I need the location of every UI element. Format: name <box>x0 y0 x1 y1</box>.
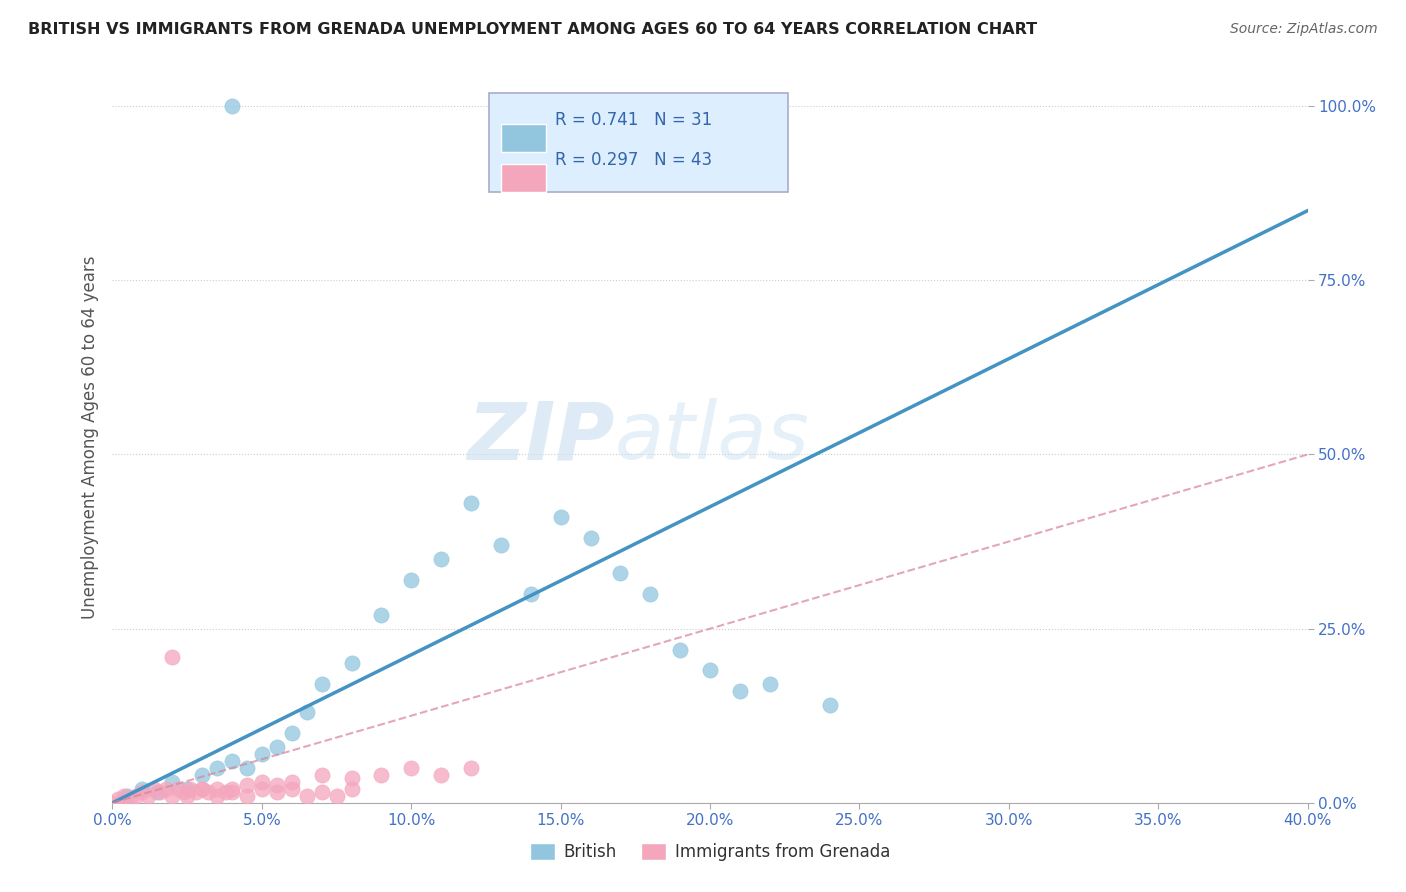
Legend: British, Immigrants from Grenada: British, Immigrants from Grenada <box>523 836 897 868</box>
Point <box>236 761 259 775</box>
Point <box>114 789 135 803</box>
Point <box>460 496 482 510</box>
Point <box>205 761 228 775</box>
Point <box>401 573 423 587</box>
Point <box>155 781 177 796</box>
Point <box>191 781 214 796</box>
Point <box>167 781 190 796</box>
Text: Source: ZipAtlas.com: Source: ZipAtlas.com <box>1230 22 1378 37</box>
Point <box>281 781 304 796</box>
Point <box>191 768 214 782</box>
Point <box>311 785 333 799</box>
Point <box>311 768 333 782</box>
Point <box>236 778 259 792</box>
Text: R = 0.297   N = 43: R = 0.297 N = 43 <box>554 151 711 169</box>
Point <box>191 781 214 796</box>
Point <box>221 785 243 799</box>
Point <box>640 587 662 601</box>
Point <box>370 768 392 782</box>
Point <box>146 785 169 799</box>
Point <box>311 677 333 691</box>
Point <box>579 531 602 545</box>
Text: R = 0.741   N = 31: R = 0.741 N = 31 <box>554 111 711 128</box>
Point <box>818 698 841 713</box>
Point <box>550 510 572 524</box>
Text: atlas: atlas <box>614 398 810 476</box>
Point <box>520 587 543 601</box>
Point <box>699 664 721 678</box>
Point <box>281 775 304 789</box>
Point <box>120 792 142 806</box>
Point <box>101 796 124 810</box>
Point <box>221 99 243 113</box>
FancyBboxPatch shape <box>501 164 547 192</box>
Point <box>401 761 423 775</box>
Point <box>489 538 512 552</box>
Point <box>205 781 228 796</box>
Point <box>340 781 363 796</box>
Point <box>759 677 782 691</box>
Point <box>131 781 153 796</box>
Text: BRITISH VS IMMIGRANTS FROM GRENADA UNEMPLOYMENT AMONG AGES 60 TO 64 YEARS CORREL: BRITISH VS IMMIGRANTS FROM GRENADA UNEMP… <box>28 22 1038 37</box>
Point <box>205 789 228 803</box>
Point <box>173 785 195 799</box>
Point <box>221 754 243 768</box>
Point <box>728 684 751 698</box>
Point <box>295 705 318 719</box>
Point <box>325 789 347 803</box>
Point <box>176 789 198 803</box>
Point <box>250 781 273 796</box>
Point <box>266 785 288 799</box>
Point <box>340 657 363 671</box>
Point <box>370 607 392 622</box>
Point <box>197 785 219 799</box>
Point <box>266 740 288 755</box>
Point <box>669 642 692 657</box>
Point <box>460 761 482 775</box>
Point <box>215 785 238 799</box>
Point <box>430 552 453 566</box>
Point <box>107 792 129 806</box>
Point <box>131 785 153 799</box>
Point <box>179 781 201 796</box>
Point <box>138 789 160 803</box>
Point <box>117 789 139 803</box>
Point <box>340 772 363 786</box>
FancyBboxPatch shape <box>501 124 547 152</box>
Point <box>162 775 183 789</box>
Point <box>295 789 318 803</box>
Point <box>221 781 243 796</box>
Point <box>250 775 273 789</box>
Point <box>430 768 453 782</box>
Y-axis label: Unemployment Among Ages 60 to 64 years: Unemployment Among Ages 60 to 64 years <box>80 255 98 619</box>
Point <box>281 726 304 740</box>
Point <box>176 781 198 796</box>
Point <box>250 747 273 761</box>
Point <box>125 789 148 803</box>
Point <box>162 649 183 664</box>
Point <box>609 566 631 580</box>
Point <box>162 789 183 803</box>
Point <box>236 789 259 803</box>
Text: ZIP: ZIP <box>467 398 614 476</box>
Point <box>143 781 166 796</box>
Point <box>186 785 208 799</box>
Point <box>266 778 288 792</box>
FancyBboxPatch shape <box>489 94 787 192</box>
Point <box>149 785 172 799</box>
